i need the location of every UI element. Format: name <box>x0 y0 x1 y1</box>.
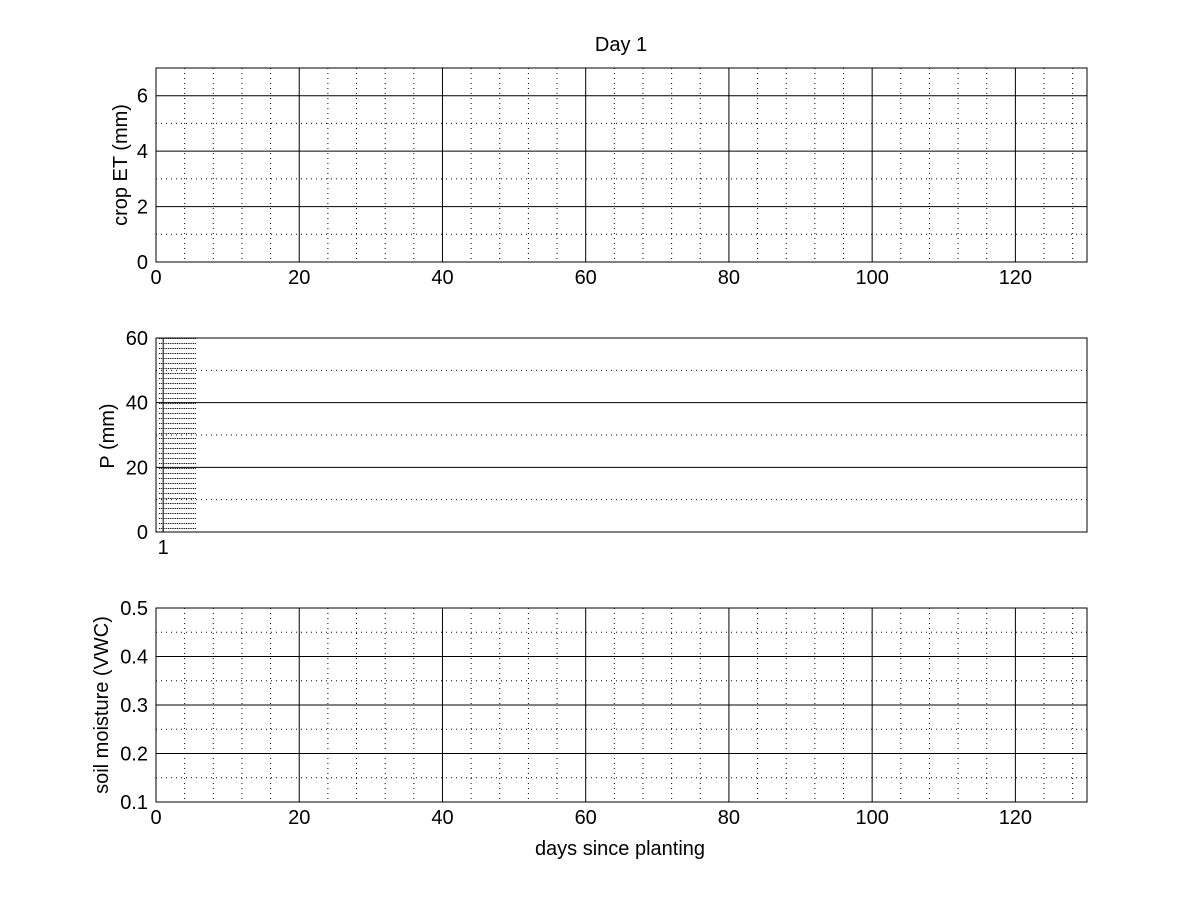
crop-et-x-tick-label: 60 <box>575 267 597 289</box>
crop-et-x-tick-label: 120 <box>999 267 1032 289</box>
soil-moisture-x-tick-label: 80 <box>718 807 740 829</box>
crop-et-x-tick-label: 0 <box>150 267 161 289</box>
soil-moisture-y-tick-label: 0.4 <box>120 647 148 669</box>
soil-moisture-y-tick-label: 0.3 <box>120 695 148 717</box>
soil-moisture-x-tick-label: 100 <box>855 807 888 829</box>
crop-et-x-tick-label: 100 <box>855 267 888 289</box>
crop-et-x-tick-label: 20 <box>288 267 310 289</box>
precipitation-y-tick-label: 60 <box>126 328 148 350</box>
crop-et-axes-box <box>155 67 1088 263</box>
soil-moisture-y-tick-label: 0.5 <box>120 598 148 620</box>
crop-et-x-tick-label: 80 <box>718 267 740 289</box>
soil-moisture-panel: 0.1 0.2 0.3 0.4 0.5 0 20 40 60 80 100 120 <box>120 598 1088 829</box>
chart-title: Day 1 <box>595 34 647 56</box>
soil-moisture-x-tick-label: 0 <box>150 807 161 829</box>
y-axis-label-precipitation: P (mm) <box>97 403 119 468</box>
crop-et-y-tick-label: 6 <box>137 86 148 108</box>
soil-moisture-x-tick-label: 60 <box>575 807 597 829</box>
crop-et-y-tick-label: 2 <box>137 197 148 219</box>
precipitation-y-tick-label: 40 <box>126 393 148 415</box>
soil-moisture-x-tick-label: 40 <box>431 807 453 829</box>
precipitation-axes-box <box>155 337 1088 533</box>
crop-et-y-tick-label: 0 <box>137 252 148 274</box>
soil-moisture-y-tick-label: 0.1 <box>120 792 148 814</box>
y-axis-label-crop-et: crop ET (mm) <box>110 104 132 226</box>
precipitation-y-tick-label: 20 <box>126 457 148 479</box>
soil-moisture-x-tick-label: 120 <box>999 807 1032 829</box>
crop-et-y-tick-label: 4 <box>137 141 148 163</box>
crop-et-plot-area <box>155 67 1088 263</box>
soil-moisture-y-tick-label: 0.2 <box>120 744 148 766</box>
soil-moisture-x-tick-label: 20 <box>288 807 310 829</box>
crop-et-x-tick-label: 40 <box>431 267 453 289</box>
y-axis-label-soil-moisture: soil moisture (VWC) <box>91 616 113 794</box>
x-axis-label: days since planting <box>535 838 705 860</box>
precipitation-y-tick-label: 0 <box>137 522 148 544</box>
soil-moisture-axes-box <box>155 607 1088 803</box>
precipitation-panel: 0 20 40 60 1 <box>126 328 1088 559</box>
precipitation-x-tick-label: 1 <box>158 537 169 559</box>
